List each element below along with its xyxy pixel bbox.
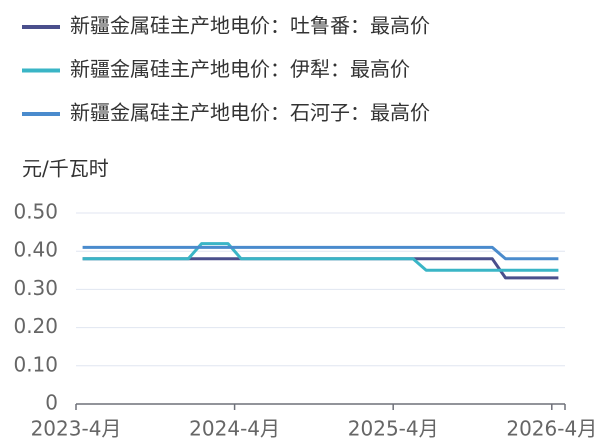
x-tick-label: 2025-4月 bbox=[348, 417, 439, 441]
y-tick-label: 0.10 bbox=[13, 352, 58, 376]
x-tick-label: 2023-4月 bbox=[31, 417, 122, 441]
x-tick-label: 2024-4月 bbox=[189, 417, 280, 441]
y-axis-label: 元/千瓦时 bbox=[22, 157, 109, 181]
y-tick-label: 0.30 bbox=[13, 276, 58, 300]
series-line bbox=[82, 242, 559, 272]
series-line bbox=[82, 257, 559, 280]
y-tick-label: 0.20 bbox=[13, 314, 58, 338]
legend-label: 新疆金属硅主产地电价：吐鲁番：最高价 bbox=[70, 14, 430, 38]
y-tick-label: 0.50 bbox=[13, 200, 58, 224]
y-tick-label: 0.40 bbox=[13, 238, 58, 262]
series-line bbox=[82, 245, 559, 261]
x-tick-label: 2026-4月 bbox=[506, 417, 597, 441]
legend-label: 新疆金属硅主产地电价：伊犁：最高价 bbox=[70, 57, 410, 81]
y-tick-label: 0 bbox=[45, 391, 58, 415]
legend-label: 新疆金属硅主产地电价：石河子：最高价 bbox=[70, 101, 430, 125]
